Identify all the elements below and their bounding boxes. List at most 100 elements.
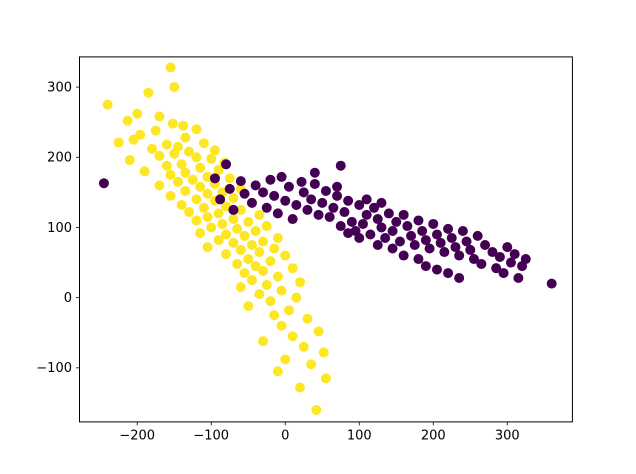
point-cluster-purple bbox=[502, 242, 513, 253]
point-cluster-purple bbox=[431, 229, 442, 240]
point-cluster-purple bbox=[287, 214, 298, 225]
point-cluster-yellow bbox=[180, 167, 191, 178]
point-cluster-yellow bbox=[150, 125, 161, 136]
point-cluster-purple bbox=[343, 228, 354, 239]
point-cluster-yellow bbox=[228, 192, 239, 203]
point-cluster-purple bbox=[309, 167, 320, 178]
point-cluster-purple bbox=[346, 216, 357, 227]
point-cluster-yellow bbox=[295, 277, 306, 288]
point-cluster-yellow bbox=[254, 247, 265, 258]
x-tick-label: 100 bbox=[347, 428, 372, 443]
point-cluster-purple bbox=[354, 233, 365, 243]
y-tick-label: 300 bbox=[47, 80, 72, 95]
point-cluster-yellow bbox=[243, 254, 254, 265]
point-cluster-purple bbox=[372, 240, 383, 251]
point-cluster-yellow bbox=[180, 132, 191, 143]
point-cluster-purple bbox=[357, 218, 368, 229]
point-cluster-yellow bbox=[272, 233, 283, 243]
point-cluster-purple bbox=[409, 240, 420, 251]
point-cluster-yellow bbox=[280, 354, 291, 365]
point-cluster-purple bbox=[480, 240, 491, 251]
point-cluster-yellow bbox=[195, 181, 206, 192]
point-cluster-yellow bbox=[154, 150, 165, 161]
point-cluster-purple bbox=[472, 230, 483, 241]
point-cluster-yellow bbox=[269, 243, 280, 254]
point-cluster-purple bbox=[487, 247, 498, 258]
point-cluster-yellow bbox=[250, 225, 261, 236]
point-cluster-yellow bbox=[165, 62, 176, 73]
point-cluster-purple bbox=[320, 185, 331, 196]
point-cluster-purple bbox=[280, 195, 291, 206]
point-cluster-purple bbox=[302, 204, 313, 215]
point-cluster-purple bbox=[465, 244, 476, 255]
point-cluster-yellow bbox=[261, 221, 272, 232]
point-cluster-purple bbox=[509, 249, 520, 260]
point-cluster-purple bbox=[272, 208, 283, 219]
point-cluster-yellow bbox=[221, 201, 232, 212]
point-cluster-yellow bbox=[261, 280, 272, 291]
point-cluster-yellow bbox=[191, 194, 202, 205]
point-cluster-purple bbox=[505, 257, 516, 268]
point-cluster-purple bbox=[317, 197, 328, 208]
point-cluster-yellow bbox=[184, 207, 195, 218]
point-cluster-purple bbox=[265, 174, 276, 185]
point-cluster-yellow bbox=[143, 87, 154, 98]
point-cluster-yellow bbox=[302, 313, 313, 324]
point-cluster-purple bbox=[420, 261, 431, 272]
point-cluster-yellow bbox=[169, 82, 180, 93]
point-cluster-yellow bbox=[202, 171, 213, 182]
point-cluster-purple bbox=[239, 188, 250, 199]
point-cluster-yellow bbox=[221, 229, 232, 240]
point-cluster-yellow bbox=[254, 289, 265, 300]
point-cluster-yellow bbox=[291, 292, 302, 303]
point-cluster-purple bbox=[476, 258, 487, 269]
point-cluster-purple bbox=[383, 208, 394, 219]
point-cluster-yellow bbox=[191, 215, 202, 226]
point-cluster-yellow bbox=[178, 120, 189, 131]
point-cluster-yellow bbox=[180, 185, 191, 196]
point-cluster-purple bbox=[332, 190, 343, 201]
point-cluster-yellow bbox=[235, 282, 246, 293]
point-cluster-purple bbox=[435, 237, 446, 248]
point-cluster-purple bbox=[513, 273, 524, 284]
point-cluster-yellow bbox=[228, 237, 239, 248]
point-cluster-purple bbox=[354, 200, 365, 211]
y-tick-label: 200 bbox=[47, 151, 72, 166]
point-cluster-purple bbox=[269, 190, 280, 201]
point-cluster-yellow bbox=[265, 296, 276, 307]
point-cluster-yellow bbox=[311, 404, 322, 415]
point-cluster-yellow bbox=[287, 263, 298, 274]
point-cluster-yellow bbox=[202, 242, 213, 253]
point-cluster-yellow bbox=[272, 271, 283, 282]
point-cluster-purple bbox=[235, 176, 246, 187]
point-cluster-yellow bbox=[213, 164, 224, 175]
point-cluster-purple bbox=[215, 194, 226, 205]
point-cluster-purple bbox=[398, 209, 409, 220]
point-cluster-purple bbox=[376, 197, 387, 208]
point-cluster-purple bbox=[335, 160, 346, 171]
point-cluster-yellow bbox=[232, 258, 243, 269]
point-cluster-yellow bbox=[209, 145, 220, 156]
point-cluster-yellow bbox=[187, 174, 198, 185]
point-cluster-yellow bbox=[176, 159, 187, 170]
point-cluster-yellow bbox=[154, 180, 165, 191]
point-cluster-yellow bbox=[202, 211, 213, 222]
point-cluster-purple bbox=[517, 261, 528, 272]
point-cluster-yellow bbox=[320, 373, 331, 384]
point-cluster-purple bbox=[391, 216, 402, 227]
point-cluster-purple bbox=[406, 230, 417, 241]
point-cluster-yellow bbox=[313, 326, 324, 337]
x-tick-label: 300 bbox=[495, 428, 520, 443]
point-cluster-yellow bbox=[172, 176, 183, 187]
point-cluster-purple bbox=[413, 215, 424, 226]
point-cluster-purple bbox=[372, 214, 383, 225]
point-cluster-yellow bbox=[202, 188, 213, 199]
point-cluster-yellow bbox=[228, 214, 239, 225]
point-cluster-yellow bbox=[169, 148, 180, 159]
point-cluster-purple bbox=[221, 159, 232, 170]
point-cluster-purple bbox=[468, 254, 479, 265]
point-cluster-yellow bbox=[176, 200, 187, 211]
point-cluster-purple bbox=[398, 250, 409, 261]
point-cluster-yellow bbox=[221, 249, 232, 260]
